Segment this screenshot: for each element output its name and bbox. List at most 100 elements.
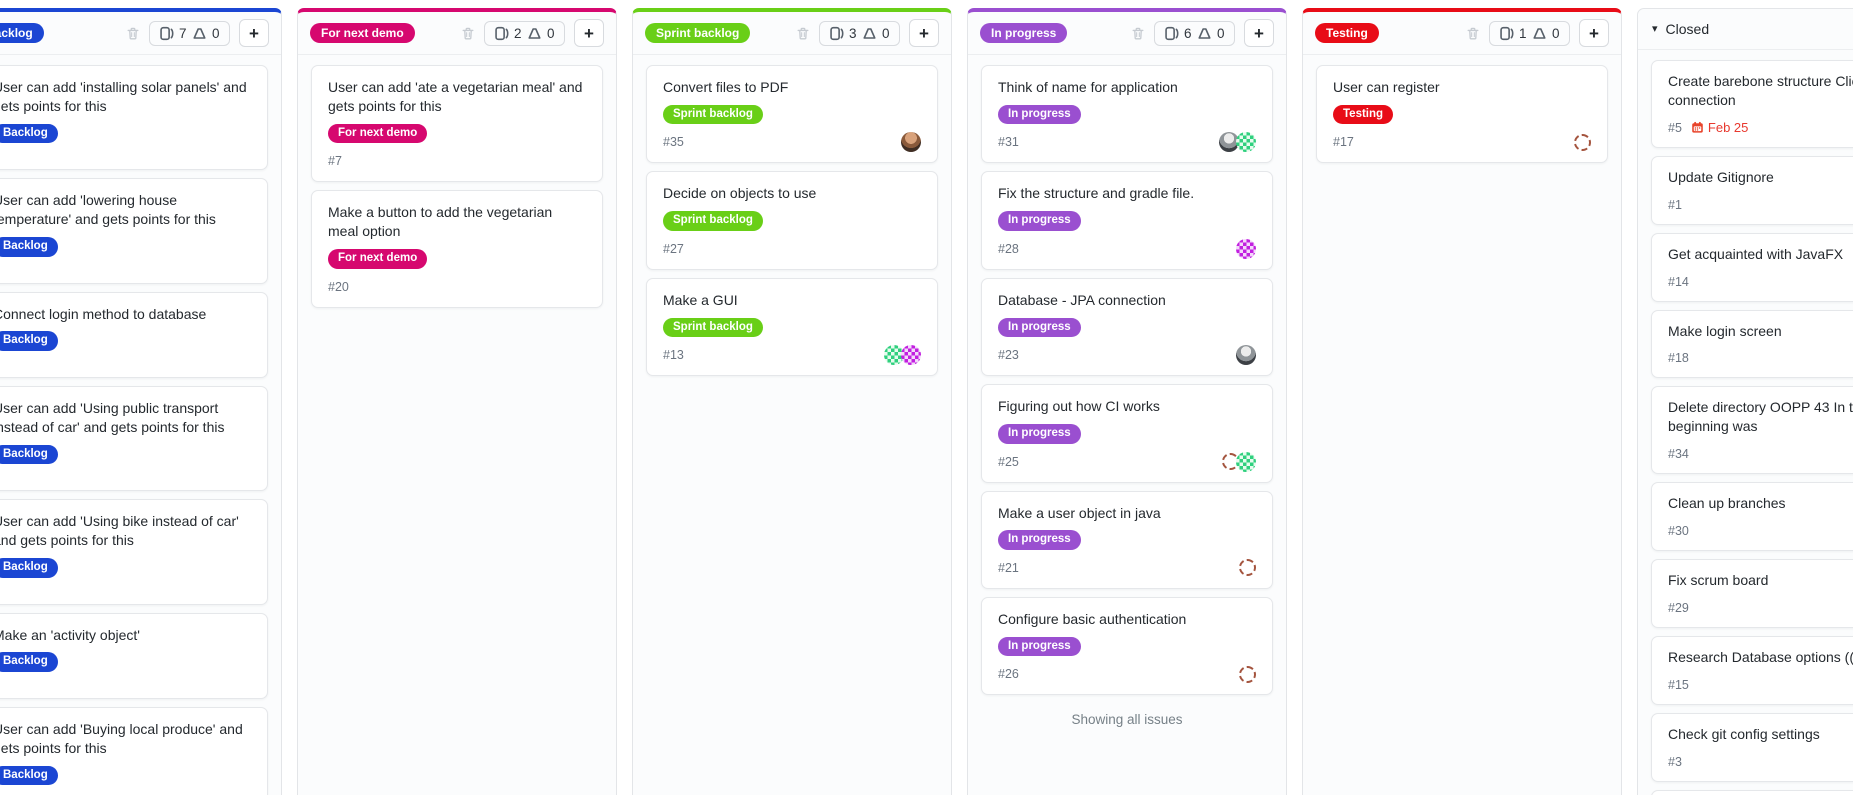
column-header-actions: 2 0 + [461, 19, 604, 47]
card-spacer [0, 257, 251, 273]
assignee-avatars [1236, 345, 1256, 366]
issue-card[interactable]: Think of name for application In progres… [981, 65, 1273, 164]
issue-card[interactable]: Make an 'activity object' Backlog [0, 612, 268, 699]
card-meta: #3 [1668, 752, 1853, 772]
trash-icon[interactable] [1131, 26, 1145, 41]
column-counts: 7 0 [149, 20, 230, 46]
column-backlog: Backlog 7 0 [0, 8, 282, 795]
column-cards-list[interactable]: Create barebone structure Client-Server … [1638, 50, 1853, 795]
issue-card[interactable]: Check git config settings #3 [1651, 712, 1853, 782]
card-title: Fix the structure and gradle file. [998, 185, 1195, 202]
issue-card[interactable]: Make a GUI Sprint backlog #13 [646, 277, 938, 377]
column-header: Sprint backlog 3 [633, 12, 951, 55]
issue-card[interactable]: User can add 'Using public transport ins… [0, 385, 268, 492]
add-card-button[interactable]: + [1579, 19, 1609, 47]
issue-card[interactable]: Fix scrum board #29 [1651, 559, 1853, 629]
assignee-avatars [901, 132, 921, 153]
trash-icon[interactable] [461, 26, 475, 41]
card-label: In progress [998, 317, 1081, 338]
add-card-button[interactable]: + [1244, 19, 1274, 47]
issue-number: #29 [1668, 601, 1689, 616]
issue-number: #14 [1668, 274, 1689, 289]
card-label: Backlog [0, 652, 58, 672]
column-cards-list[interactable]: User can register Testing #17 [1303, 55, 1621, 795]
epic-count-icon [1533, 27, 1546, 39]
column-cards-list[interactable]: Think of name for application In progres… [968, 55, 1286, 795]
issue-card[interactable]: Fix the structure and gradle file. In pr… [981, 171, 1273, 270]
card-meta: #20 [328, 277, 586, 297]
card-label: Backlog [0, 444, 58, 465]
issue-card[interactable]: User can add 'Buying local produce' and … [0, 706, 268, 795]
issue-card[interactable]: User can add 'ate a vegetarian meal' and… [311, 65, 603, 183]
card-label: In progress [998, 530, 1081, 550]
issue-card[interactable]: Research Database options ((No)SQL?) #15 [1651, 636, 1853, 705]
issue-card[interactable]: Create barebone structure Client-Server … [1651, 60, 1853, 148]
issue-card[interactable]: Make a button to add the vegetarian meal… [311, 190, 603, 308]
trash-icon[interactable] [1466, 26, 1480, 41]
due-date-calendar-icon [1692, 122, 1703, 133]
issue-card[interactable]: Delete directory OOPP 43 In the beginnin… [1651, 386, 1853, 475]
column-header: Backlog 7 0 [0, 12, 281, 55]
column-cards-list[interactable]: User can add 'ate a vegetarian meal' and… [298, 55, 616, 795]
card-title: User can add 'Buying local produce' and … [0, 720, 243, 756]
issue-number: #35 [663, 135, 684, 150]
column-header-actions: 7 0 + [126, 19, 269, 47]
issue-count-icon [1165, 26, 1179, 40]
column-cards-list[interactable]: User can add 'installing solar panels' a… [0, 55, 281, 795]
card-title: Make a user object in java [998, 504, 1161, 521]
column-header-main: Testing 1 0 [1315, 19, 1609, 47]
add-card-button[interactable]: + [239, 19, 269, 47]
card-spacer [0, 351, 251, 367]
card-title: User can add 'Using bike instead of car'… [0, 513, 239, 549]
issue-card[interactable]: Get acquainted with JavaFX #14 [1651, 232, 1853, 302]
assignee-avatar-identicon-magenta [901, 345, 921, 366]
card-meta: #23 [998, 345, 1256, 366]
issue-card[interactable]: Clean up branches #30 [1651, 482, 1853, 552]
issue-card[interactable]: User can add 'Using bike instead of car'… [0, 499, 268, 605]
column-label-pill: Testing [1315, 23, 1379, 43]
assignee-avatar-identicon-magenta [1236, 238, 1256, 259]
issue-number: #28 [998, 241, 1019, 256]
add-card-button[interactable]: + [574, 19, 604, 47]
card-label: In progress [998, 636, 1081, 657]
column-testing: Testing 1 0 [1302, 8, 1622, 795]
column-header: Testing 1 0 [1303, 12, 1621, 55]
card-meta: #17 [1333, 132, 1591, 152]
card-title: Clean up branches [1668, 495, 1786, 512]
issue-count-icon [495, 26, 509, 40]
issue-card[interactable]: User can register Testing #17 [1316, 65, 1608, 164]
trash-icon[interactable] [126, 26, 140, 41]
closed-column-header[interactable]: ▾ Closed [1650, 18, 1711, 40]
card-title: Fix scrum board [1668, 572, 1769, 589]
issue-card[interactable]: Configure basic authentication In progre… [981, 596, 1273, 696]
card-title: Make a button to add the vegetarian meal… [328, 204, 553, 240]
card-title: Get acquainted with JavaFX [1668, 245, 1844, 262]
issue-card[interactable]: Make a user object in java In progress #… [981, 490, 1273, 589]
card-title: Research Database options ((No)SQL?) [1668, 649, 1853, 666]
showing-all-issues-text: Showing all issues [1071, 712, 1183, 728]
card-title: Delete directory OOPP 43 In the beginnin… [1668, 399, 1853, 435]
issue-card[interactable]: Connect login method to database Backlog [0, 291, 268, 378]
add-card-button[interactable]: + [909, 19, 939, 47]
issue-count: 6 [1184, 25, 1192, 41]
issue-card[interactable]: User can add 'lowering house temperature… [0, 178, 268, 284]
column-header-actions: 6 0 + [1131, 19, 1274, 47]
issue-card[interactable]: Convert files to PDF Sprint backlog #35 [646, 65, 938, 164]
issue-card[interactable]: User can add 'installing solar panels' a… [0, 65, 268, 171]
card-meta: #25 [998, 451, 1256, 472]
issue-card[interactable]: Update Gitignore #1 [1651, 155, 1853, 225]
column-cards-list[interactable]: Convert files to PDF Sprint backlog #35 … [633, 55, 951, 795]
issue-number: #17 [1333, 135, 1354, 150]
issue-card[interactable]: Upload a project to git to work from #4 [1651, 789, 1853, 795]
issue-number: #27 [663, 241, 684, 256]
collapse-caret-icon[interactable]: ▾ [1652, 22, 1658, 35]
trash-icon[interactable] [796, 26, 810, 41]
issue-card[interactable]: Make login screen #18 [1651, 309, 1853, 379]
issue-card[interactable]: Decide on objects to use Sprint backlog … [646, 171, 938, 270]
column-in-progress: In progress 6 [967, 8, 1287, 795]
card-title: User can add 'Using public transport ins… [0, 399, 225, 435]
issue-card[interactable]: Database - JPA connection In progress #2… [981, 277, 1273, 377]
card-meta: #28 [998, 238, 1256, 259]
issue-card[interactable]: Figuring out how CI works In progress #2… [981, 384, 1273, 483]
